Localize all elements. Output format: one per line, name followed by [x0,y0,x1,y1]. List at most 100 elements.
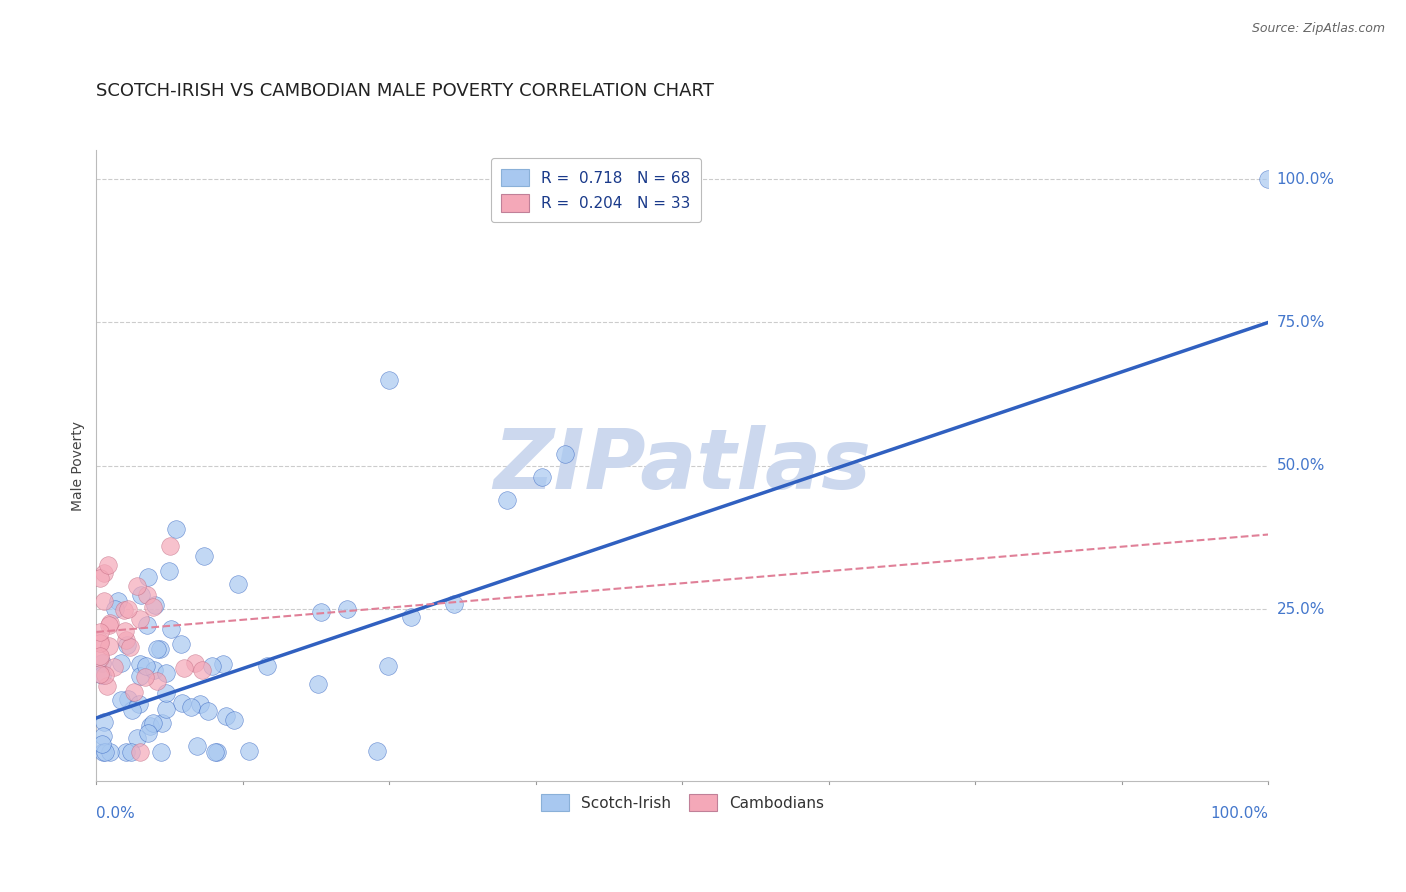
Point [134,670,156,684]
Point [122,684,145,698]
Text: Source: ZipAtlas.com: Source: ZipAtlas.com [1251,22,1385,36]
Point [93,566,115,581]
Point [103,660,125,674]
Point [159,539,181,553]
Point [169,637,191,651]
Point [160,622,183,636]
Point [121,703,143,717]
Point [94,745,117,759]
Point [115,638,138,652]
Point [129,657,152,671]
Point [91,668,114,682]
Text: SCOTCH-IRISH VS CAMBODIAN MALE POVERTY CORRELATION CHART: SCOTCH-IRISH VS CAMBODIAN MALE POVERTY C… [97,82,714,100]
Point [495,493,517,508]
Point [186,739,208,753]
Point [399,610,422,624]
Point [135,618,157,632]
Point [143,664,166,678]
Point [89,649,111,664]
Point [197,704,219,718]
Point [110,656,132,670]
Point [238,744,260,758]
Point [89,624,111,639]
Point [138,726,160,740]
Point [157,565,180,579]
Text: 100.0%: 100.0% [1211,806,1268,822]
Point [89,636,111,650]
Point [91,737,114,751]
Text: 25.0%: 25.0% [1277,601,1324,616]
Point [204,745,226,759]
Point [98,639,121,653]
Point [114,624,136,639]
Point [114,745,136,759]
Point [129,612,152,626]
Point [112,602,135,616]
Point [91,656,114,670]
Point [135,659,157,673]
Point [129,745,152,759]
Y-axis label: Male Poverty: Male Poverty [72,421,86,511]
Point [190,663,212,677]
Point [172,696,194,710]
Point [146,641,169,656]
Point [366,744,388,758]
Point [155,701,177,715]
Point [205,745,228,759]
Point [145,598,167,612]
Point [89,666,111,681]
Point [89,634,111,648]
Point [139,719,162,733]
Point [193,549,215,563]
Point [89,571,111,585]
Point [165,522,187,536]
Point [98,745,121,759]
Text: ZIPatlas: ZIPatlas [494,425,872,506]
Point [222,713,245,727]
Point [128,698,150,712]
Point [256,658,278,673]
Point [136,588,159,602]
Point [89,651,111,665]
Point [309,605,332,619]
Point [97,558,120,573]
Point [93,594,115,608]
Legend: Scotch-Irish, Cambodians: Scotch-Irish, Cambodians [534,788,830,817]
Text: 75.0%: 75.0% [1277,315,1324,330]
Point [104,602,127,616]
Text: 50.0%: 50.0% [1277,458,1324,473]
Point [117,602,139,616]
Point [554,447,576,461]
Point [120,745,142,759]
Point [128,669,150,683]
Point [118,640,141,654]
Point [94,668,117,682]
Point [97,618,120,632]
Point [146,674,169,689]
Point [142,599,165,614]
Point [215,709,238,723]
Point [91,729,114,743]
Point [127,731,149,745]
Point [136,570,159,584]
Point [117,692,139,706]
Point [308,677,330,691]
Point [336,602,359,616]
Point [110,693,132,707]
Point [149,641,172,656]
Point [93,745,115,759]
Point [107,594,129,608]
Point [226,577,249,591]
Point [173,661,195,675]
Point [115,632,138,647]
Point [142,716,165,731]
Point [378,373,401,387]
Point [184,656,207,670]
Point [443,598,465,612]
Point [155,686,177,700]
Point [180,699,202,714]
Point [93,715,115,730]
Point [125,579,148,593]
Text: 100.0%: 100.0% [1277,171,1334,186]
Point [1257,172,1279,186]
